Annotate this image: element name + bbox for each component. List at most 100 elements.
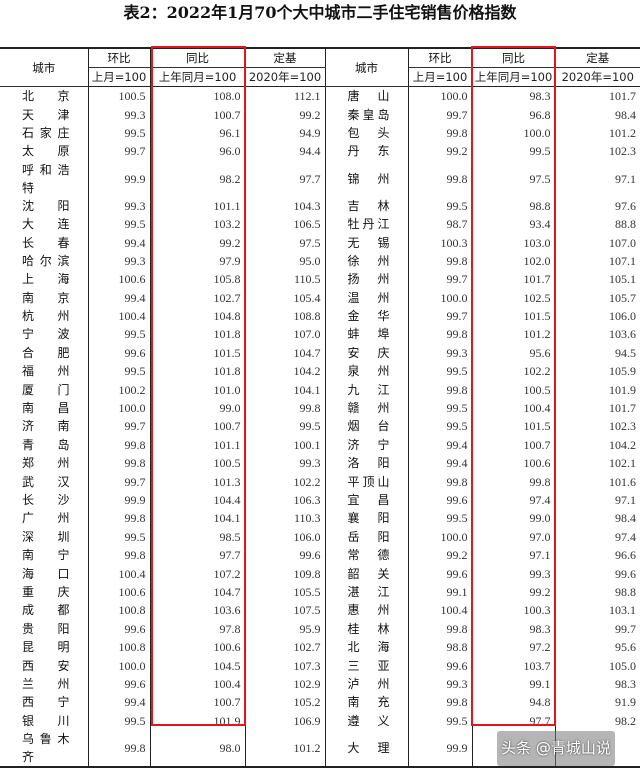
cell-mom: 99.1 (408, 582, 473, 602)
city-name: 唐山 (347, 89, 390, 104)
cell-city: 扬州 (325, 270, 409, 289)
cell-yoy: 104.5 (150, 656, 246, 675)
cell-city: 济南 (0, 417, 89, 436)
cell-mom: 100.0 (408, 527, 473, 546)
city-name: 贵阳 (22, 621, 70, 636)
cell-city: 太原 (0, 142, 89, 161)
table-row: 南昌 100.0 99.0 99.8 赣州 99.5 100.4 101.7 (0, 398, 640, 418)
cell-mom: 99.6 (88, 619, 151, 638)
city-name: 扬州 (347, 272, 390, 287)
city-name: 太原 (22, 144, 70, 159)
table-row: 长沙 99.9 104.4 106.3 宜昌 99.6 97.4 97.1 (0, 490, 640, 510)
cell-city: 天津 (0, 105, 89, 124)
cell-city: 哈尔滨 (0, 251, 89, 271)
cell-city: 广州 (0, 509, 89, 528)
city-name: 泸州 (347, 676, 390, 691)
header-yoy-base: 上年同月=100 (472, 67, 556, 87)
table-row: 贵阳 99.6 97.8 95.9 桂林 99.8 98.3 99.7 (0, 619, 640, 638)
city-name: 惠州 (347, 603, 390, 618)
cell-city: 泉州 (325, 362, 409, 381)
cell-city: 宁波 (0, 325, 89, 344)
city-name: 遵义 (347, 713, 390, 728)
cell-fixed: 99.8 (245, 398, 326, 418)
cell-fixed: 106.9 (245, 711, 326, 730)
cell-fixed: 105.5 (245, 582, 326, 602)
city-name: 牡丹江 (347, 217, 390, 232)
cell-fixed: 106.3 (245, 490, 326, 510)
city-name: 岳阳 (347, 529, 390, 544)
cell-mom: 99.8 (408, 472, 473, 491)
city-name: 桂林 (347, 621, 390, 636)
header-fixed: 定基 (245, 47, 326, 68)
cell-city: 长沙 (0, 490, 89, 510)
header-mom: 环比 (408, 47, 473, 68)
cell-yoy: 100.7 (150, 693, 246, 712)
cell-fixed: 102.3 (609, 419, 636, 434)
table-row: 杭州 100.4 104.8 108.8 金华 99.7 101.5 106.0 (0, 306, 640, 326)
cell-fixed: 107.0 (609, 235, 636, 250)
city-name: 湛江 (347, 584, 390, 599)
cell-yoy: 97.1 (472, 545, 556, 565)
cell-city: 深圳 (0, 527, 89, 546)
cell-yoy: 99.2 (472, 582, 556, 602)
city-name: 南京 (22, 290, 70, 305)
cell-fixed: 94.4 (245, 142, 326, 161)
cell-city: 福州 (0, 362, 89, 381)
cell-fixed: 105.9 (609, 364, 636, 379)
cell-fixed: 110.3 (245, 509, 326, 528)
cell-fixed: 97.4 (615, 529, 636, 544)
cell-yoy: 103.2 (150, 214, 246, 234)
cell-city: 南充 (325, 693, 409, 712)
header-mom-base: 上月=100 (408, 67, 473, 87)
city-name: 包头 (347, 125, 390, 140)
cell-city: 常德 (325, 545, 409, 565)
cell-fixed: 105.1 (609, 272, 636, 287)
table-row: 武汉 99.7 101.3 102.2 平顶山 99.8 99.8 101.6 (0, 472, 640, 491)
cell-city: 成都 (0, 601, 89, 620)
header-yoy: 同比 (150, 47, 246, 68)
cell-fixed: 102.1 (609, 456, 636, 471)
cell-city: 厦门 (0, 380, 89, 399)
cell-mom: 99.4 (408, 435, 473, 455)
city-name: 安庆 (347, 345, 390, 360)
cell-city: 北京 (0, 86, 89, 106)
cell-fixed: 102.7 (245, 637, 326, 657)
city-name: 蚌埠 (347, 327, 390, 342)
table-row: 济南 99.7 100.7 99.5 烟台 99.5 101.5 102.3 (0, 417, 640, 436)
cell-city: 烟台 (325, 417, 409, 436)
header-fixed: 定基 (555, 47, 640, 68)
cell-fixed: 95.6 (615, 640, 636, 655)
cell-mom: 99.5 (88, 711, 151, 730)
table-row: 兰州 99.6 100.4 102.9 泸州 99.3 99.1 98.3 (0, 674, 640, 694)
cell-yoy: 99.5 (472, 142, 556, 161)
cell-yoy: 98.3 (472, 619, 556, 638)
cell-city: 唐山 (325, 86, 409, 106)
cell-yoy: 97.8 (150, 619, 246, 638)
cell-fixed: 104.2 (609, 437, 636, 452)
cell-city: 泸州 (325, 674, 409, 694)
cell-fixed: 101.2 (609, 125, 636, 140)
table-row: 郑州 99.8 100.5 99.3 洛阳 99.4 100.6 102.1 (0, 454, 640, 473)
cell-mom: 99.4 (88, 693, 151, 712)
table-row: 广州 99.8 104.1 110.3 襄阳 99.5 99.0 98.4 (0, 509, 640, 528)
cell-city: 大连 (0, 214, 89, 234)
cell-yoy: 98.8 (472, 196, 556, 215)
cell-mom: 99.3 (408, 674, 473, 694)
table-row: 沈阳 99.3 101.1 104.3 吉林 99.5 98.8 97.6 (0, 196, 640, 215)
cell-yoy: 99.3 (472, 564, 556, 583)
city-name: 济宁 (347, 437, 390, 452)
city-name: 广州 (22, 511, 70, 526)
watermark: 头条 @青城山说 (497, 730, 615, 766)
cell-mom: 99.9 (88, 490, 151, 510)
cell-city: 合肥 (0, 343, 89, 363)
header-city: 城市 (325, 47, 409, 87)
cell-fixed: 98.8 (615, 584, 636, 599)
cell-mom: 99.3 (88, 105, 151, 124)
cell-city: 兰州 (0, 674, 89, 694)
cell-yoy: 100.5 (150, 454, 246, 473)
cell-fixed: 98.4 (615, 511, 636, 526)
cell-yoy: 101.8 (150, 362, 246, 381)
city-name: 宜昌 (347, 493, 390, 507)
cell-mom: 99.5 (88, 214, 151, 234)
cell-city: 南宁 (0, 545, 89, 565)
